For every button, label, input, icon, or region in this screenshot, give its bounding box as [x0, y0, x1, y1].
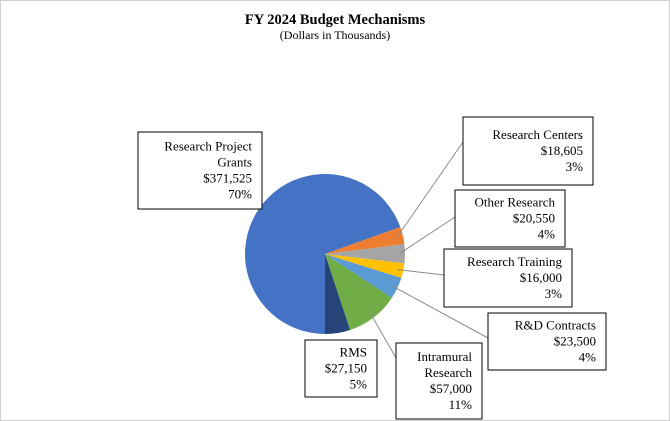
pie-slice-other-research	[325, 244, 405, 264]
data-label-value: $57,000	[430, 381, 472, 396]
leader-line-r-d-contracts	[391, 285, 489, 339]
leader-line-intramural-research	[369, 312, 397, 359]
data-label-name: RMS	[340, 345, 367, 360]
data-label-box-intramural-research	[395, 342, 483, 420]
data-label-value: $371,525	[203, 171, 252, 186]
pie-slice-research-training	[325, 254, 405, 279]
data-label-name: Research Centers	[492, 127, 583, 142]
leader-line-other-research	[399, 216, 456, 255]
data-label-name: Research Project	[164, 139, 252, 154]
data-label-box-research-centers	[462, 116, 594, 186]
pie-slice-intramural-research	[325, 254, 392, 330]
data-label-value: $23,500	[554, 334, 596, 349]
pie-slice-research-centers	[325, 227, 405, 254]
data-label-box-rms	[304, 339, 378, 398]
data-label-box-research-project-grants	[137, 131, 263, 210]
data-label-box-other-research	[454, 189, 566, 248]
leader-lines	[369, 141, 489, 359]
chart-title: FY 2024 Budget Mechanisms	[245, 12, 426, 28]
pie-slice-rms	[325, 254, 351, 334]
data-label-value: $27,150	[325, 361, 367, 376]
chart-subtitle: (Dollars in Thousands)	[280, 28, 390, 42]
data-label-name: Intramural	[417, 349, 472, 364]
data-label-name: Grants	[217, 155, 252, 170]
data-label-percent: 11%	[449, 397, 473, 412]
data-label-percent: 3%	[545, 286, 563, 301]
data-label-percent: 5%	[350, 377, 368, 392]
pie-slice-research-project-grants	[244, 174, 401, 334]
data-label-percent: 3%	[566, 159, 584, 174]
data-label-box-r-d-contracts	[487, 312, 607, 371]
pie-slice-r-d-contracts	[325, 254, 402, 298]
data-label-value: $16,000	[520, 270, 562, 285]
data-label-percent: 4%	[538, 227, 556, 242]
data-label-percent: 70%	[228, 187, 252, 202]
data-label-name: Research Training	[467, 254, 562, 269]
data-label-value: $20,550	[513, 211, 555, 226]
data-label-value: $18,605	[541, 143, 583, 158]
data-label-name: R&D Contracts	[515, 318, 596, 333]
data-label-name: Research	[424, 365, 472, 380]
data-label-box-research-training	[443, 248, 573, 308]
pie-slices	[244, 174, 405, 334]
leader-line-research-centers	[396, 141, 464, 238]
data-label-name: Other Research	[475, 195, 556, 210]
leader-line-research-training	[397, 269, 445, 276]
data-label-percent: 4%	[579, 350, 597, 365]
